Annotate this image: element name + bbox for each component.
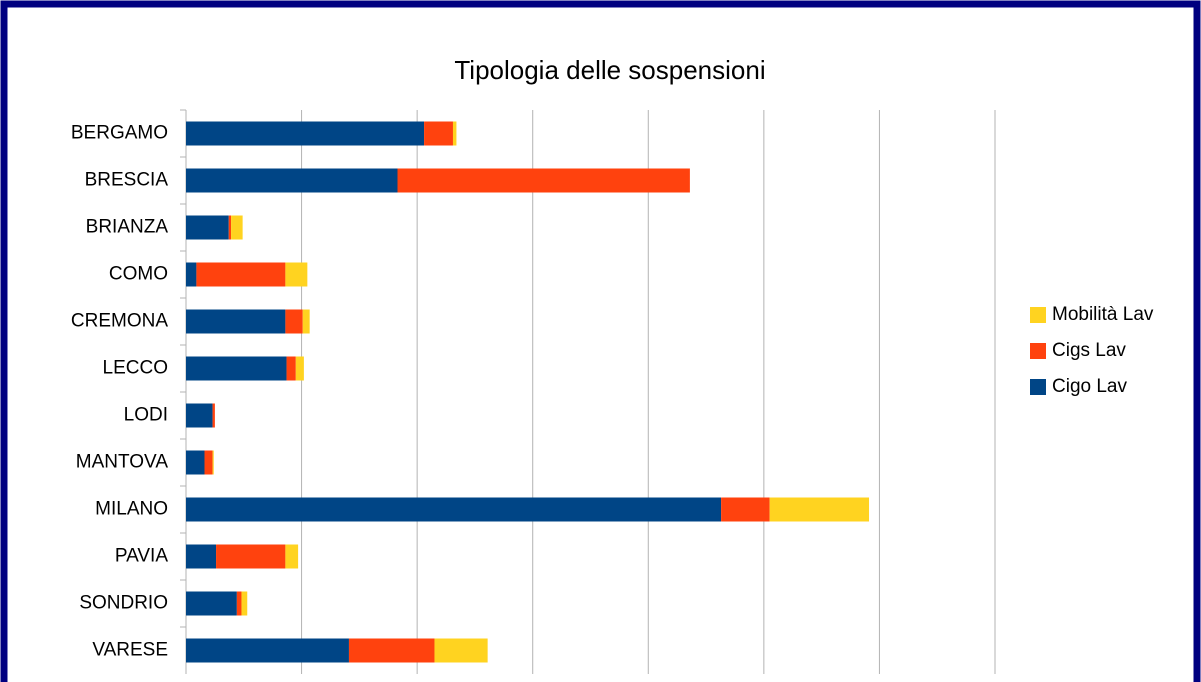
bar bbox=[286, 356, 296, 381]
y-tick-label: CREMONA bbox=[71, 311, 168, 332]
bar bbox=[186, 121, 425, 146]
y-tick-label: BERGAMO bbox=[71, 123, 168, 144]
y-tick-label: SONDRIO bbox=[79, 593, 168, 614]
bar bbox=[348, 638, 435, 663]
bar bbox=[186, 497, 722, 522]
y-tick-label: COMO bbox=[109, 264, 168, 285]
bar bbox=[302, 309, 310, 334]
y-tick-label: MILANO bbox=[95, 499, 168, 520]
bar bbox=[186, 356, 287, 381]
bar bbox=[212, 403, 215, 428]
y-tick-label: LECCO bbox=[103, 358, 168, 379]
bar bbox=[295, 356, 304, 381]
legend-swatch bbox=[1030, 343, 1046, 359]
y-tick-label: VARESE bbox=[92, 640, 168, 661]
y-tick-label: PAVIA bbox=[115, 546, 168, 567]
bar bbox=[231, 215, 243, 240]
bar bbox=[196, 262, 286, 287]
bar bbox=[186, 215, 229, 240]
bar bbox=[236, 591, 242, 616]
y-tick-label: BRESCIA bbox=[85, 170, 169, 191]
legend-label: Mobilità Lav bbox=[1052, 304, 1154, 325]
legend-label: Cigo Lav bbox=[1052, 376, 1127, 397]
bar bbox=[212, 450, 214, 475]
bar bbox=[186, 591, 237, 616]
bar bbox=[721, 497, 770, 522]
bar bbox=[285, 544, 299, 569]
bar bbox=[186, 450, 205, 475]
bar bbox=[186, 403, 213, 428]
bar bbox=[424, 121, 453, 146]
bar bbox=[186, 309, 286, 334]
legend-swatch bbox=[1030, 307, 1046, 323]
bar bbox=[204, 450, 213, 475]
bar bbox=[186, 544, 217, 569]
bar bbox=[186, 638, 349, 663]
bar bbox=[186, 262, 197, 287]
y-tick-label: LODI bbox=[124, 405, 168, 426]
bar bbox=[285, 309, 303, 334]
bar bbox=[186, 168, 398, 193]
bar bbox=[434, 638, 488, 663]
bar bbox=[285, 262, 308, 287]
bar bbox=[216, 544, 286, 569]
bar bbox=[397, 168, 690, 193]
legend-label: Cigs Lav bbox=[1052, 340, 1126, 361]
bar bbox=[452, 121, 457, 146]
bar bbox=[769, 497, 870, 522]
legend-swatch bbox=[1030, 379, 1046, 395]
bar bbox=[228, 215, 232, 240]
bar bbox=[241, 591, 248, 616]
chart-title: Tipologia delle sospensioni bbox=[454, 55, 765, 85]
y-tick-label: MANTOVA bbox=[76, 452, 169, 473]
y-tick-label: BRIANZA bbox=[86, 217, 169, 238]
